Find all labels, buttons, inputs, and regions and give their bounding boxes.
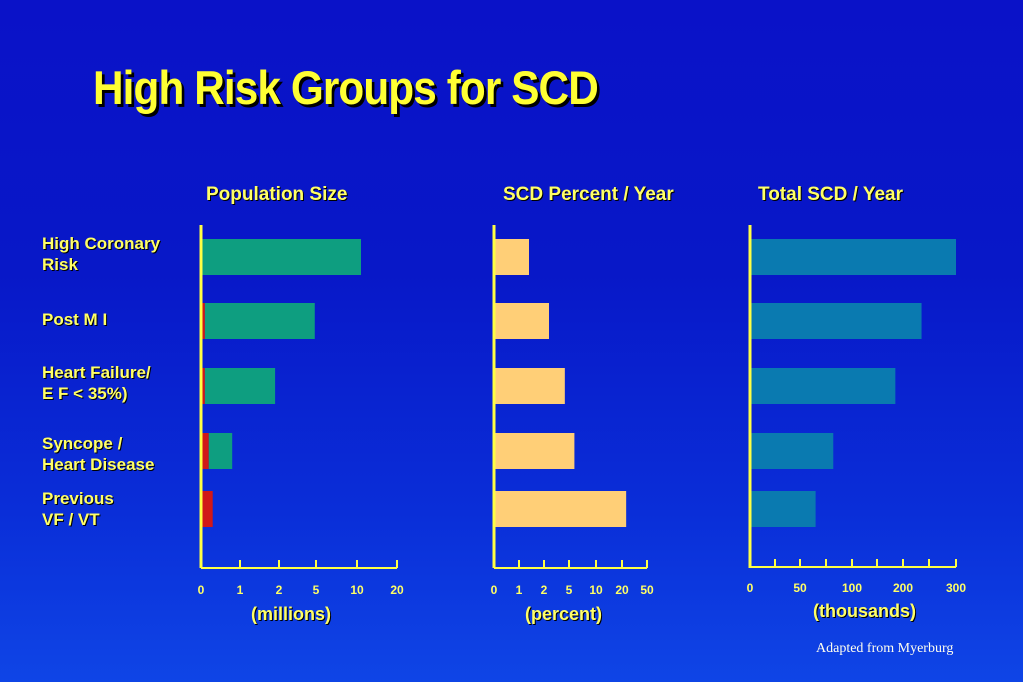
category-label: Syncope / Heart Disease bbox=[42, 434, 155, 474]
bar-total-4-s0 bbox=[750, 491, 816, 527]
bar-percent-2-s0 bbox=[494, 368, 565, 404]
bar-total-2-s0 bbox=[750, 368, 896, 404]
x-tick-label-percent: 0 bbox=[491, 583, 498, 597]
category-label: Previous VF / VT bbox=[42, 489, 114, 529]
category-label: High Coronary Risk bbox=[42, 234, 161, 274]
unit-label-millions: (millions) bbox=[251, 604, 331, 624]
unit-label-percent: (percent) bbox=[525, 604, 603, 624]
x-tick-label-percent: 50 bbox=[640, 583, 654, 597]
bar-percent-3-s0 bbox=[494, 433, 575, 469]
x-tick-label-percent: 1 bbox=[516, 583, 523, 597]
x-tick-label-percent: 20 bbox=[615, 583, 629, 597]
bar-percent-0-s0 bbox=[494, 239, 529, 275]
x-tick-label-total: 300 bbox=[946, 581, 966, 595]
bar-population-3-s1 bbox=[208, 433, 233, 469]
x-tick-label-total: 50 bbox=[793, 581, 807, 595]
x-tick-label-total: 200 bbox=[893, 581, 913, 595]
category-label: Heart Failure/ E F < 35%) bbox=[42, 363, 151, 403]
bar-total-0-s0 bbox=[750, 239, 956, 275]
bar-percent-1-s0 bbox=[494, 303, 549, 339]
bar-population-3-s0 bbox=[201, 433, 209, 469]
source-credit: Adapted from Myerburg bbox=[816, 641, 954, 656]
x-tick-label-population: 2 bbox=[276, 583, 283, 597]
bar-population-4-s0 bbox=[201, 491, 213, 527]
x-tick-label-percent: 10 bbox=[589, 583, 603, 597]
bar-population-2-s1 bbox=[204, 368, 276, 404]
x-tick-label-population: 10 bbox=[350, 583, 364, 597]
x-tick-label-percent: 5 bbox=[566, 583, 573, 597]
category-label: Post M I bbox=[42, 310, 108, 329]
panel-title-total: Total SCD / Year bbox=[758, 184, 904, 205]
slide-title: High Risk Groups for SCD bbox=[93, 61, 599, 114]
bar-total-3-s0 bbox=[750, 433, 834, 469]
bar-total-1-s0 bbox=[750, 303, 922, 339]
x-tick-label-total: 100 bbox=[842, 581, 862, 595]
x-tick-label-total: 0 bbox=[747, 581, 754, 595]
x-tick-label-percent: 2 bbox=[541, 583, 548, 597]
bar-population-2-s0 bbox=[201, 368, 205, 404]
x-tick-label-population: 1 bbox=[237, 583, 244, 597]
bar-percent-4-s0 bbox=[494, 491, 627, 527]
panel-title-percent: SCD Percent / Year bbox=[503, 184, 674, 205]
bar-population-0-s1 bbox=[201, 239, 361, 275]
bar-population-1-s0 bbox=[201, 303, 205, 339]
x-tick-label-population: 20 bbox=[390, 583, 404, 597]
panel-title-population: Population Size bbox=[206, 184, 348, 205]
x-tick-label-population: 5 bbox=[313, 583, 320, 597]
bar-population-1-s1 bbox=[204, 303, 315, 339]
unit-label-thousands: (thousands) bbox=[813, 601, 916, 621]
x-tick-label-population: 0 bbox=[198, 583, 205, 597]
